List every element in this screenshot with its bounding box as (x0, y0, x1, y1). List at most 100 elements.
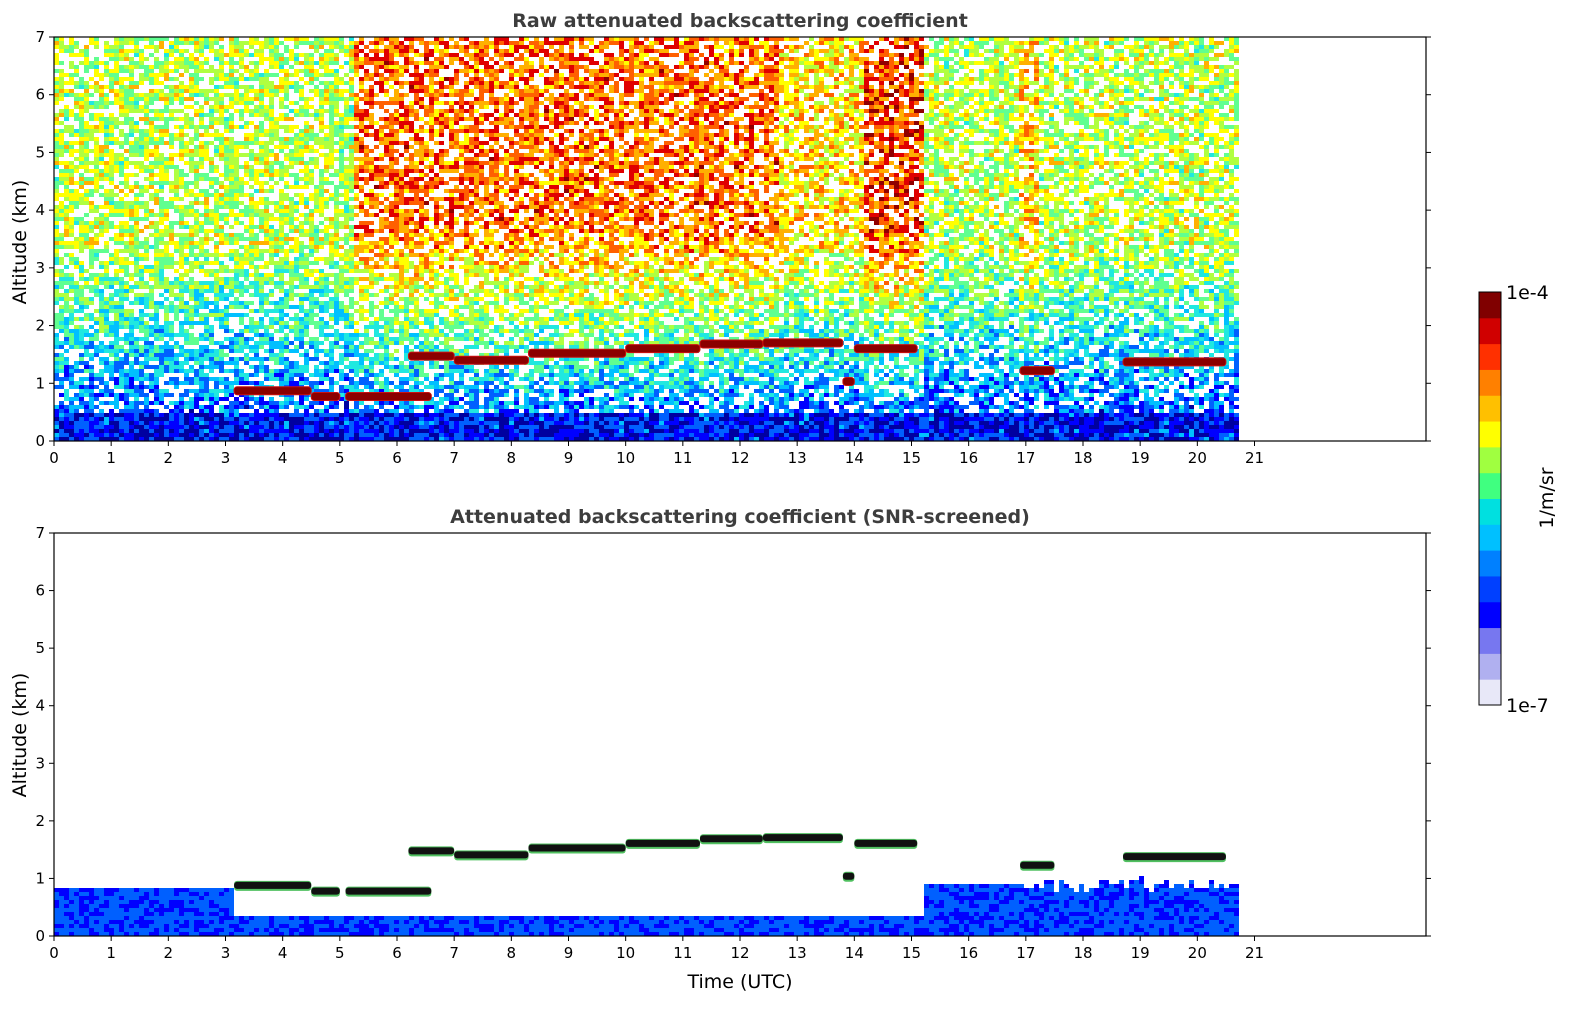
heat-cell (179, 409, 184, 413)
heat-cell (174, 117, 179, 121)
heat-cell (349, 421, 354, 425)
heat-cell (89, 221, 94, 225)
heat-cell (209, 341, 214, 345)
heat-cell (209, 169, 214, 173)
heat-cell (114, 241, 119, 245)
heat-cell (344, 185, 349, 189)
heat-cell (109, 237, 114, 241)
heat-cell (189, 269, 194, 273)
heat-cell (84, 161, 89, 165)
heat-cell (149, 421, 154, 425)
heat-cell (159, 421, 164, 425)
heat-cell (104, 101, 109, 105)
heat-cell (99, 305, 104, 309)
heat-cell (184, 341, 189, 345)
heat-cell (139, 277, 144, 281)
heat-cell (229, 149, 234, 153)
heat-cell (149, 389, 154, 393)
heat-cell (214, 105, 219, 109)
heat-cell (339, 345, 344, 349)
heat-cell (289, 297, 294, 301)
heat-cell (324, 281, 329, 285)
heat-cell (189, 437, 194, 441)
heat-cell (354, 253, 359, 257)
heat-cell (244, 181, 249, 185)
heat-cell (269, 141, 274, 145)
heat-cell (279, 41, 284, 45)
heat-cell (174, 381, 179, 385)
heat-cell (379, 141, 384, 145)
heat-cell (134, 325, 139, 329)
heat-cell (379, 273, 384, 277)
heat-cell (304, 173, 309, 177)
heat-cell (384, 265, 389, 269)
heat-cell (84, 121, 89, 125)
heat-cell (304, 221, 309, 225)
heat-cell (294, 133, 299, 137)
heat-cell (199, 121, 204, 125)
heat-cell (329, 49, 334, 53)
heat-cell (99, 437, 104, 441)
heat-cell (224, 105, 229, 109)
heat-cell (279, 149, 284, 153)
heat-cell (159, 361, 164, 365)
heat-cell (179, 197, 184, 201)
heat-cell (89, 205, 94, 209)
heat-cell (359, 289, 364, 293)
heat-cell (199, 157, 204, 161)
heat-cell (204, 381, 209, 385)
heat-cell (134, 173, 139, 177)
heat-cell (304, 277, 309, 281)
heat-cell (164, 101, 169, 105)
heat-cell (354, 337, 359, 341)
heat-cell (124, 121, 129, 125)
heat-cell (159, 345, 164, 349)
heat-cell (244, 305, 249, 309)
heat-cell (149, 121, 154, 125)
heat-cell (244, 285, 249, 289)
heat-cell (354, 233, 359, 237)
heat-cell (89, 209, 94, 213)
heat-cell (194, 57, 199, 61)
heat-cell (244, 249, 249, 253)
heat-cell (369, 273, 374, 277)
heat-cell (84, 49, 89, 53)
heat-cell (124, 385, 129, 389)
heat-cell (79, 153, 84, 157)
heat-cell (349, 57, 354, 61)
heat-cell (309, 405, 314, 409)
heat-cell (239, 265, 244, 269)
heat-cell (274, 229, 279, 233)
heat-cell (314, 237, 319, 241)
heat-cell (289, 365, 294, 369)
heat-cell (189, 93, 194, 97)
heat-cell (384, 125, 389, 129)
heat-cell (219, 153, 224, 157)
heat-cell (99, 289, 104, 293)
heat-cell (334, 173, 339, 177)
heat-cell (214, 209, 219, 213)
heat-cell (259, 49, 264, 53)
heat-cell (319, 433, 324, 437)
heat-cell (244, 109, 249, 113)
heat-cell (269, 121, 274, 125)
heat-cell (304, 413, 309, 417)
heat-cell (344, 117, 349, 121)
heat-cell (99, 161, 104, 165)
heat-cell (269, 133, 274, 137)
heat-cell (284, 185, 289, 189)
heat-cell (144, 209, 149, 213)
heat-cell (109, 133, 114, 137)
heat-cell (239, 369, 244, 373)
heat-cell (334, 53, 339, 57)
heat-cell (224, 145, 229, 149)
heat-cell (64, 405, 69, 409)
heat-cell (259, 305, 264, 309)
heat-cell (79, 181, 84, 185)
heat-cell (319, 221, 324, 225)
heat-cell (264, 221, 269, 225)
heat-cell (234, 37, 239, 41)
heat-cell (124, 69, 129, 73)
heat-cell (214, 425, 219, 429)
heat-cell (174, 309, 179, 313)
